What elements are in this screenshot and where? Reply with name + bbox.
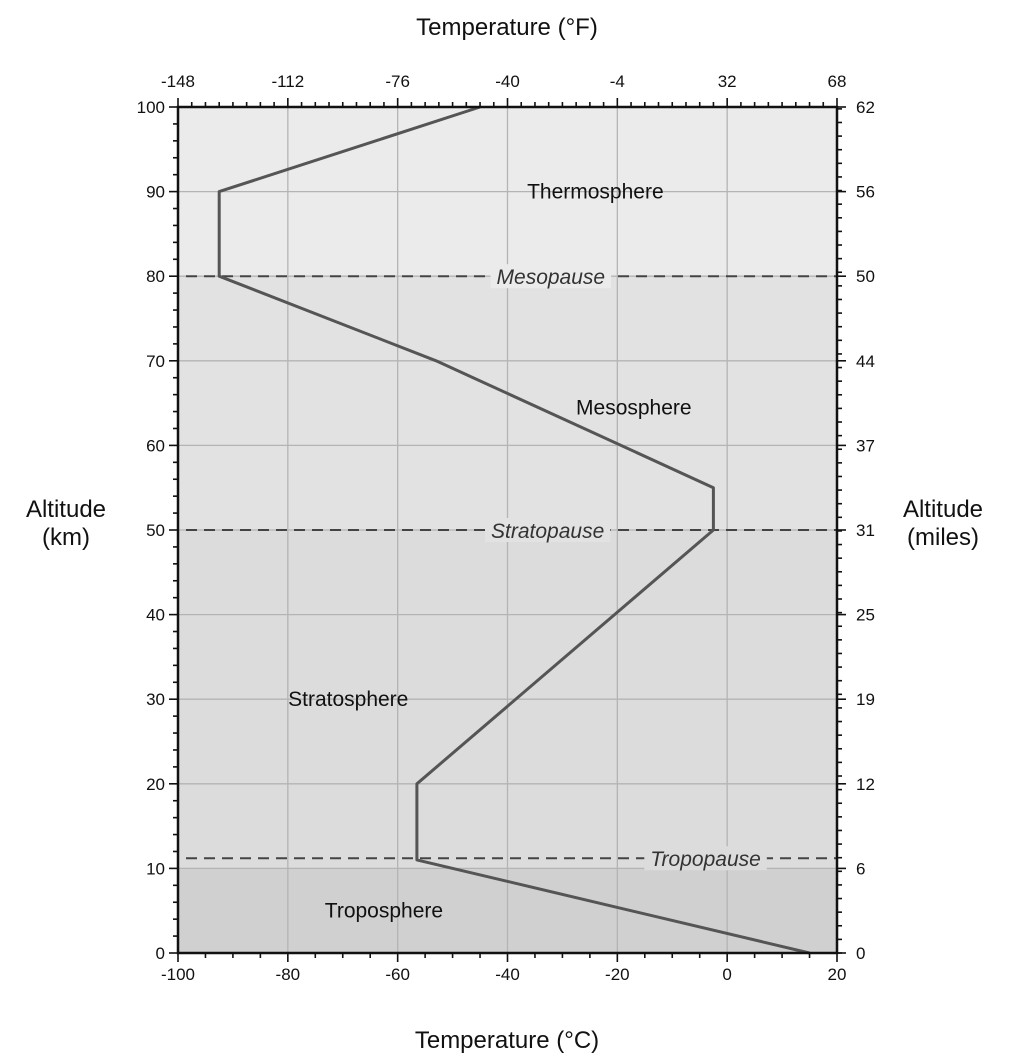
x-tick-label-top: -4 — [610, 72, 625, 91]
axis-title-line: (km) — [42, 524, 90, 551]
y-tick-label-right: 37 — [856, 436, 875, 455]
boundary-label-stratopause: Stratopause — [491, 520, 604, 543]
x-tick-label-bottom: -40 — [495, 965, 520, 984]
y-tick-label-right: 12 — [856, 775, 875, 794]
y-tick-label-right: 25 — [856, 606, 875, 625]
x-tick-label-bottom: 20 — [828, 965, 847, 984]
y-tick-label-right: 44 — [856, 352, 875, 371]
x-tick-label-bottom: -100 — [161, 965, 195, 984]
y-tick-label-right: 0 — [856, 944, 865, 963]
y-tick-label-left: 30 — [146, 690, 165, 709]
x-tick-label-bottom: -20 — [605, 965, 630, 984]
y-tick-label-left: 80 — [146, 267, 165, 286]
layer-label-stratosphere: Stratosphere — [288, 688, 408, 711]
x-tick-label-top: 32 — [718, 72, 737, 91]
boundary-label-mesopause: Mesopause — [497, 266, 606, 289]
layer-label-troposphere: Troposphere — [325, 900, 443, 923]
y-tick-label-right: 31 — [856, 521, 875, 540]
y-tick-label-left: 10 — [146, 859, 165, 878]
y-tick-label-right: 56 — [856, 183, 875, 202]
y-tick-label-right: 6 — [856, 859, 865, 878]
boundary-label-background — [490, 264, 612, 289]
y-tick-label-right: 62 — [856, 98, 875, 117]
y-tick-label-left: 40 — [146, 606, 165, 625]
boundary-lines — [186, 264, 837, 871]
x-tick-label-bottom: -60 — [385, 965, 410, 984]
y-tick-label-left: 90 — [146, 183, 165, 202]
y-axis-title-right: Altitude (miles) — [903, 496, 983, 551]
temperature-profile — [217, 105, 810, 955]
region-labels: Tropopause Stratopause Mesopause Tropospher… — [288, 181, 761, 923]
y-tick-label-left: 70 — [146, 352, 165, 371]
y-tick-label-left: 0 — [156, 944, 165, 963]
x-tick-label-top: -148 — [161, 72, 195, 91]
y-tick-label-right: 50 — [856, 267, 875, 286]
y-tick-label-right: 19 — [856, 690, 875, 709]
axis-title-line: Altitude — [903, 496, 983, 523]
y-axis-title-left: Altitude (km) — [26, 496, 106, 551]
x-tick-label-top: -76 — [385, 72, 410, 91]
y-tick-label-left: 100 — [137, 98, 165, 117]
layer-label-mesosphere: Mesosphere — [576, 396, 692, 419]
y-tick-label-left: 60 — [146, 436, 165, 455]
boundary-label-tropopause: Tropopause — [650, 848, 761, 871]
axis-title-line: (miles) — [907, 524, 979, 551]
x-axis-title-bottom: Temperature (°C) — [415, 1027, 599, 1054]
y-tick-label-left: 50 — [146, 521, 165, 540]
x-tick-label-top: 68 — [828, 72, 847, 91]
x-tick-label-bottom: 0 — [722, 965, 731, 984]
x-axis-title-top: Temperature (°F) — [416, 14, 598, 41]
temperature-profile-line — [217, 105, 810, 955]
tick-marks — [169, 98, 846, 962]
x-tick-label-top: -40 — [495, 72, 520, 91]
boundary-label-background — [485, 518, 611, 542]
axis-title-line: Altitude — [26, 496, 106, 523]
y-tick-label-left: 20 — [146, 775, 165, 794]
tick-labels: -100 -80 -60 -40 -20 0 20-148 -112 -76 -40 -4 32 680… — [137, 72, 875, 984]
x-tick-label-bottom: -80 — [276, 965, 301, 984]
x-tick-label-top: -112 — [271, 72, 304, 91]
boundary-label-background — [644, 846, 767, 871]
layer-label-thermosphere: Thermosphere — [527, 181, 664, 204]
